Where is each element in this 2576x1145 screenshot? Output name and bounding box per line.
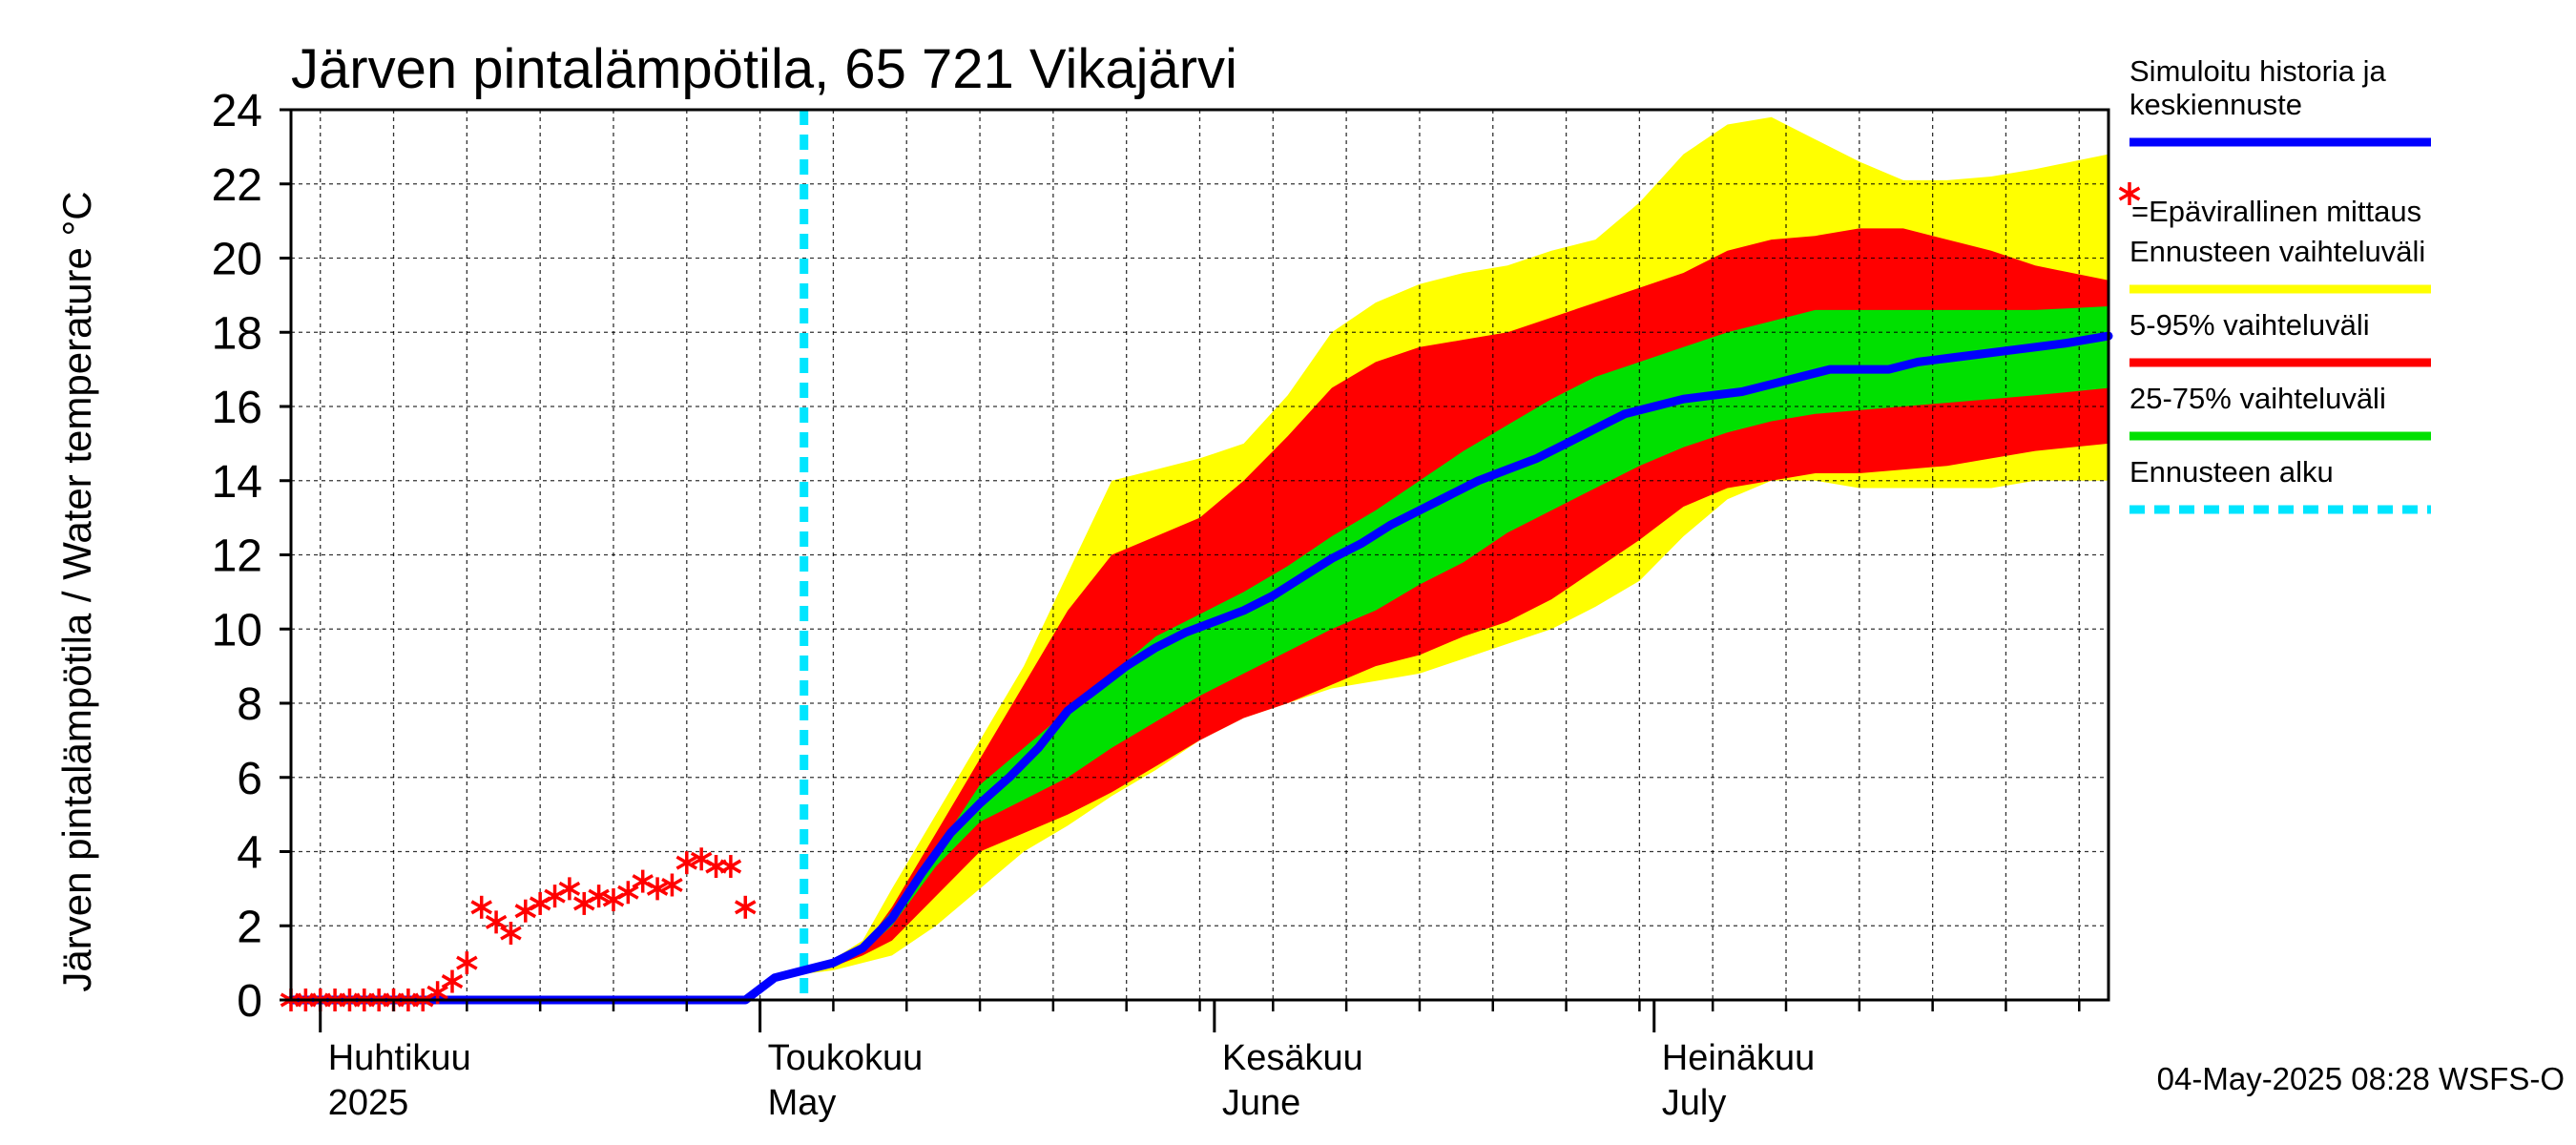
y-tick-label-4: 8	[237, 679, 262, 730]
x-axis-ticks: Huhtikuu 2025 Toukokuu May Kesäkuu June Heinäk…	[319, 1000, 2081, 1123]
x-month-sublabel-0: 2025	[328, 1083, 409, 1123]
x-month-sublabel-2: June	[1222, 1083, 1300, 1123]
measurement-point	[719, 855, 742, 879]
x-month-label-2: Kesäkuu	[1222, 1038, 1363, 1078]
measurement-point	[470, 895, 492, 919]
legend-label-0-line1: keskiennuste	[2129, 88, 2302, 121]
y-tick-label-2: 4	[237, 828, 262, 879]
y-axis-label: Järven pintalämpötila / Water temperatur…	[54, 191, 99, 991]
legend-marker-icon	[2118, 182, 2141, 205]
y-tick-label-3: 6	[237, 754, 262, 804]
y-tick-label-9: 18	[212, 308, 262, 359]
legend-label-5: Ennusteen alku	[2129, 455, 2334, 489]
forecast-bands	[803, 116, 2109, 974]
measurement-point	[646, 877, 669, 901]
timestamp: 04-May-2025 08:28 WSFS-O	[2157, 1061, 2565, 1096]
legend-label-4: 25-75% vaihteluväli	[2129, 382, 2386, 415]
x-month-label-3: Heinäkuu	[1662, 1038, 1816, 1078]
y-tick-label-1: 2	[237, 902, 262, 952]
legend-label-0: Simuloitu historia ja	[2129, 54, 2387, 88]
measurement-point	[675, 851, 698, 875]
y-tick-label-6: 12	[212, 531, 262, 582]
measurement-point	[558, 877, 581, 901]
measurement-point	[661, 873, 683, 897]
chart-title: Järven pintalämpötila, 65 721 Vikajärvi	[291, 38, 1237, 100]
measurement-point	[734, 895, 757, 919]
y-tick-label-7: 14	[212, 457, 262, 508]
x-month-sublabel-3: July	[1662, 1083, 1727, 1123]
y-tick-label-5: 10	[212, 605, 262, 656]
measurement-point	[588, 885, 610, 908]
y-tick-label-0: 0	[237, 976, 262, 1027]
y-tick-label-8: 16	[212, 383, 262, 433]
y-tick-label-10: 20	[212, 235, 262, 285]
y-tick-label-12: 24	[212, 86, 262, 136]
x-month-label-1: Toukokuu	[768, 1038, 924, 1078]
legend-label-2: Ennusteen vaihteluväli	[2129, 235, 2425, 268]
x-month-sublabel-1: May	[768, 1083, 837, 1123]
measurement-point	[485, 910, 508, 934]
series-lines	[286, 331, 2113, 1005]
grid-lines	[291, 110, 2109, 1000]
series-line-1	[286, 331, 2113, 1005]
measurement-point	[456, 951, 478, 975]
x-month-label-0: Huhtikuu	[328, 1038, 471, 1078]
legend-label-1: =Epävirallinen mittaus	[2131, 195, 2421, 228]
measurement-point	[500, 922, 522, 946]
measurement-point	[441, 969, 464, 993]
y-tick-label-11: 22	[212, 160, 262, 211]
measurement-point	[617, 881, 639, 905]
legend-label-3: 5-95% vaihteluväli	[2129, 308, 2370, 342]
band-3	[803, 306, 2109, 970]
